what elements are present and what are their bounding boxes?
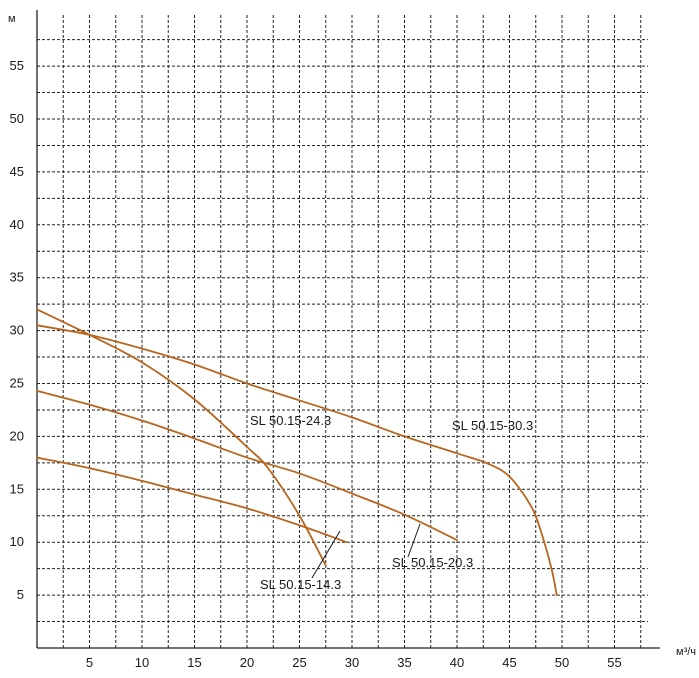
series-label-leader	[407, 523, 421, 558]
x-tick-label: 20	[240, 655, 254, 670]
y-tick-label: 10	[10, 534, 24, 549]
x-axis-unit-label: м³/ч	[676, 646, 696, 658]
y-tick-label: 5	[17, 587, 24, 602]
x-tick-label: 40	[450, 655, 464, 670]
y-tick-label: 50	[10, 111, 24, 126]
series-labels: SL 50.15-30.3 SL 50.15-24.3 SL 50.15-20.3 S…	[250, 413, 533, 592]
y-tick-label: 55	[10, 58, 24, 73]
y-axis-unit-label: м	[8, 13, 16, 25]
series-curve-2	[36, 390, 458, 541]
x-tick-label: 15	[187, 655, 201, 670]
x-tick-label: 45	[502, 655, 516, 670]
x-tick-label: 50	[555, 655, 569, 670]
x-tick-label: 5	[86, 655, 93, 670]
series-label-leader	[311, 530, 341, 579]
x-tick-label: 35	[397, 655, 411, 670]
y-tick-label: 25	[10, 376, 24, 391]
series-label-3: SL 50.15-14.3	[260, 577, 341, 592]
series-curve-0	[36, 324, 558, 596]
y-tick-label: 45	[10, 164, 24, 179]
axes	[36, 10, 660, 649]
y-tick-label: 35	[10, 270, 24, 285]
grid	[37, 15, 648, 648]
y-tick-label: 15	[10, 481, 24, 496]
x-tick-label: 30	[345, 655, 359, 670]
series-label-2: SL 50.15-20.3	[392, 555, 473, 570]
series-label-0: SL 50.15-30.3	[452, 418, 533, 433]
y-tick-label: 40	[10, 217, 24, 232]
x-tick-label: 10	[135, 655, 149, 670]
series-curves	[36, 308, 558, 596]
series-label-1: SL 50.15-24.3	[250, 413, 331, 428]
series-curve-1	[36, 308, 327, 567]
x-tick-label: 55	[607, 655, 621, 670]
y-tick-label: 30	[10, 323, 24, 338]
x-tick-label: 25	[292, 655, 306, 670]
y-tick-label: 20	[10, 428, 24, 443]
series-curve-3	[36, 456, 348, 544]
